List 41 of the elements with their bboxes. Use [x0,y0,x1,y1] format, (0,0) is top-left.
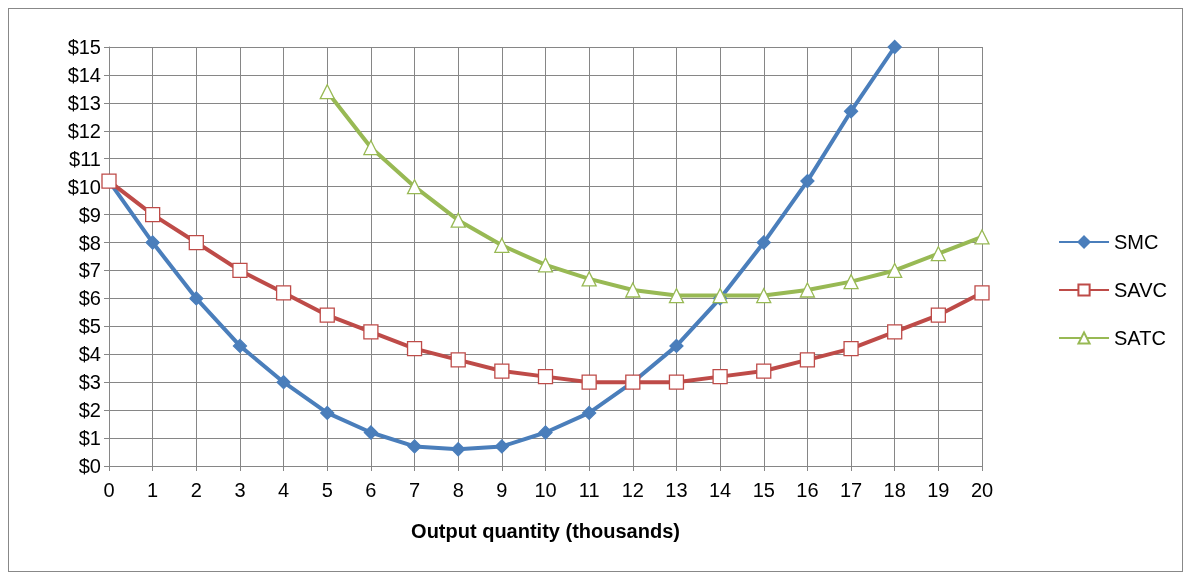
y-tick-label: $5 [78,315,101,338]
y-tick-label: $14 [67,63,101,86]
x-tick-label: 3 [234,479,246,501]
x-tick-label: 16 [796,479,819,501]
x-tick-label: 8 [452,479,464,501]
legend-label: SMC [1114,231,1159,253]
x-tick-label: 13 [665,479,688,501]
x-tick-label: 5 [321,479,333,501]
x-tick-label: 10 [534,479,557,501]
y-tick-label: $13 [67,91,101,114]
x-tick-label: 9 [496,479,508,501]
y-tick-label: $3 [78,371,101,394]
x-tick-label: 19 [927,479,950,501]
y-tick-label: $10 [67,175,101,198]
x-tick-label: 2 [190,479,202,501]
x-tick-label: 12 [621,479,644,501]
x-tick-label: 1 [147,479,159,501]
y-tick-label: $0 [78,455,101,477]
x-tick-label: 20 [970,479,994,501]
x-tick-label: 6 [365,479,377,501]
x-tick-label: 0 [103,479,115,501]
legend-label: SAVC [1114,279,1168,301]
y-tick-label: $9 [78,203,101,226]
x-tick-label: 15 [752,479,775,501]
y-tick-label: $7 [78,259,101,282]
x-tick-label: 17 [839,479,863,501]
x-axis-title: Output quantity (thousands) [411,520,680,542]
y-tick-label: $4 [78,343,101,366]
y-tick-label: $15 [67,36,101,58]
x-tick-label: 4 [278,479,290,501]
legend-label: SATC [1114,327,1166,349]
y-tick-label: $8 [78,231,101,254]
y-tick-label: $2 [78,399,101,422]
y-tick-label: $1 [78,427,101,450]
y-tick-label: $11 [69,147,101,170]
y-tick-label: $6 [78,287,101,310]
x-tick-label: 14 [708,479,732,501]
x-tick-label: 11 [578,479,600,501]
y-tick-label: $12 [67,119,101,142]
x-tick-label: 18 [883,479,906,501]
x-tick-label: 7 [408,479,421,501]
